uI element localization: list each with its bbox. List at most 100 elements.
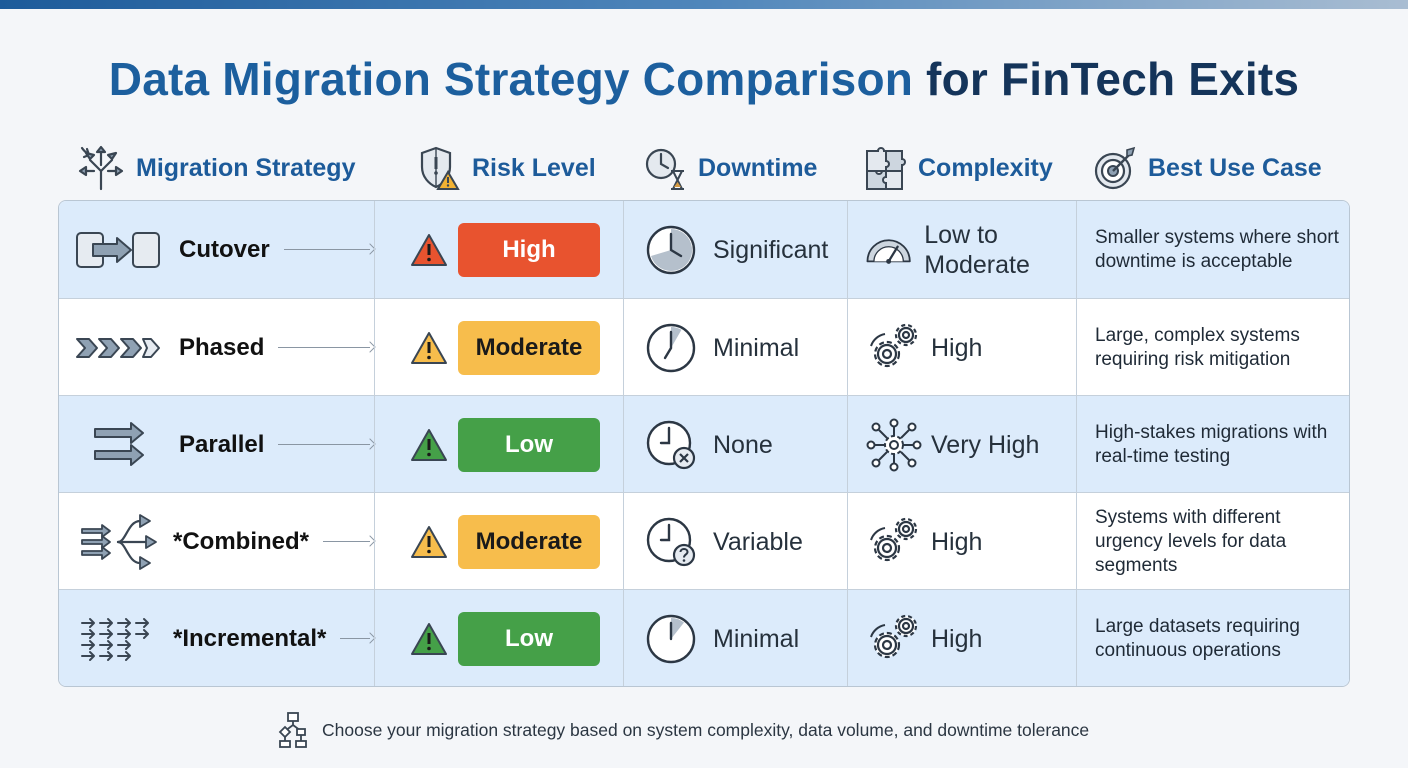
risk-cell: Moderate xyxy=(374,299,623,396)
strategy-cell: Cutover xyxy=(59,201,374,298)
use-case-cell: Large datasets requiring continuous oper… xyxy=(1076,590,1349,686)
complexity-value: Low to Moderate xyxy=(924,220,1030,279)
header-label-complexity: Complexity xyxy=(918,153,1053,182)
warning-icon xyxy=(411,622,447,655)
clock-icon xyxy=(646,614,696,663)
downtime-value: Minimal xyxy=(713,333,800,362)
connector-arrow xyxy=(278,438,374,452)
complexity-cell: High xyxy=(847,493,1076,590)
risk-badge: Low xyxy=(458,417,600,472)
strategy-cell: *Combined* xyxy=(59,493,374,590)
strategy-name: Cutover xyxy=(179,235,270,263)
phased-arrows-icon xyxy=(75,318,161,378)
use-case-text: High-stakes migrations with real-time te… xyxy=(1095,421,1328,467)
complexity-value: High xyxy=(931,624,983,653)
strategy-name: Phased xyxy=(179,333,265,361)
strategy-cell: Phased xyxy=(59,299,374,396)
use-case-cell: High-stakes migrations with real-time te… xyxy=(1076,396,1349,493)
flowchart-icon xyxy=(278,712,307,748)
footer-text: Choose your migration strategy based on … xyxy=(322,719,1090,740)
use-case-text: Large, complex systems requiring risk mi… xyxy=(1095,324,1300,370)
table-row-cutover: Cutover High Significant Low to Moderate… xyxy=(59,201,1349,298)
downtime-cell: Minimal xyxy=(623,299,847,396)
downtime-value: Minimal xyxy=(713,624,800,653)
clock-icon xyxy=(646,225,696,274)
column-divider xyxy=(847,201,848,686)
risk-cell: Low xyxy=(374,590,623,686)
connector-arrow xyxy=(278,341,374,355)
downtime-value: None xyxy=(713,430,773,459)
gauge-icon xyxy=(866,238,911,264)
split-arrows-icon xyxy=(78,145,124,191)
warning-icon xyxy=(411,331,447,364)
header-migration-strategy: Migration Strategy xyxy=(78,140,355,196)
risk-badge: Low xyxy=(458,611,600,666)
incremental-arrows-icon xyxy=(75,609,161,669)
downtime-cell: Significant xyxy=(623,201,847,298)
strategy-name: Parallel xyxy=(179,430,265,458)
risk-cell: Moderate xyxy=(374,493,623,590)
complexity-cell: Low to Moderate xyxy=(847,201,1076,298)
comparison-table: Cutover High Significant Low to Moderate… xyxy=(58,200,1350,687)
header-label-use-case: Best Use Case xyxy=(1148,153,1322,182)
downtime-cell: Minimal xyxy=(623,590,847,686)
complexity-cell: High xyxy=(847,590,1076,686)
risk-badge: High xyxy=(458,222,600,277)
complexity-value: High xyxy=(931,527,983,556)
gears-icon xyxy=(870,323,918,367)
use-case-cell: Large, complex systems requiring risk mi… xyxy=(1076,299,1349,396)
table-row-parallel: Parallel Low None Very High High-stakes xyxy=(59,395,1349,493)
target-icon xyxy=(1094,146,1136,190)
header-complexity: Complexity xyxy=(864,140,1053,196)
clock-question-icon xyxy=(646,517,696,566)
warning-icon xyxy=(411,525,447,558)
table-row-incremental: *Incremental* Low Minimal High Large dat… xyxy=(59,589,1349,686)
header-label-downtime: Downtime xyxy=(698,153,818,182)
table-row-combined: *Combined* Moderate Variable High System… xyxy=(59,492,1349,590)
strategy-cell: Parallel xyxy=(59,396,374,493)
use-case-cell: Systems with different urgency levels fo… xyxy=(1076,493,1349,590)
complexity-value: Very High xyxy=(931,430,1040,459)
header-risk-level: Risk Level xyxy=(418,140,596,196)
use-case-text: Large datasets requiring continuous oper… xyxy=(1095,615,1300,661)
header-downtime: Downtime xyxy=(644,140,817,196)
risk-cell: High xyxy=(374,201,623,298)
warning-icon xyxy=(411,428,447,461)
footer-note: Choose your migration strategy based on … xyxy=(274,710,1089,750)
downtime-cell: None xyxy=(623,396,847,493)
combined-arrows-icon xyxy=(75,512,161,572)
downtime-value: Significant xyxy=(713,235,829,264)
title-part-2: for FinTech Exits xyxy=(926,53,1300,105)
column-divider xyxy=(1076,201,1077,686)
strategy-cell: *Incremental* xyxy=(59,590,374,686)
title-part-1: Data Migration Strategy Comparison xyxy=(108,53,914,105)
clock-hourglass-icon xyxy=(645,148,684,190)
puzzle-icon xyxy=(866,147,906,190)
use-case-text: Systems with different urgency levels fo… xyxy=(1095,506,1287,576)
column-divider xyxy=(623,201,624,686)
cutover-icon xyxy=(75,220,161,280)
page-title: Data Migration Strategy Comparison for F… xyxy=(0,52,1408,106)
downtime-value: Variable xyxy=(713,527,803,556)
connector-arrow xyxy=(283,243,374,257)
risk-badge: Moderate xyxy=(458,514,600,569)
header-label-risk: Risk Level xyxy=(472,153,596,182)
header-best-use-case: Best Use Case xyxy=(1094,140,1322,196)
use-case-text: Smaller systems where short downtime is … xyxy=(1095,226,1339,272)
complexity-cell: Very High xyxy=(847,396,1076,493)
table-row-phased: Phased Moderate Minimal High Large, comp… xyxy=(59,298,1349,396)
clock-x-icon xyxy=(646,420,696,469)
network-gear-icon xyxy=(866,418,922,471)
complexity-value: High xyxy=(931,333,983,362)
column-headers: Migration Strategy Risk Level Downtime xyxy=(0,140,1408,196)
use-case-cell: Smaller systems where short downtime is … xyxy=(1076,201,1349,298)
shield-warning-icon xyxy=(420,146,460,190)
gears-icon xyxy=(870,614,918,658)
gears-icon xyxy=(870,517,918,561)
top-accent-bar xyxy=(0,0,1408,9)
column-divider xyxy=(374,201,375,686)
header-label-strategy: Migration Strategy xyxy=(136,153,356,182)
risk-badge: Moderate xyxy=(458,320,600,375)
strategy-name: *Combined* xyxy=(173,527,310,555)
parallel-arrows-icon xyxy=(75,415,161,475)
